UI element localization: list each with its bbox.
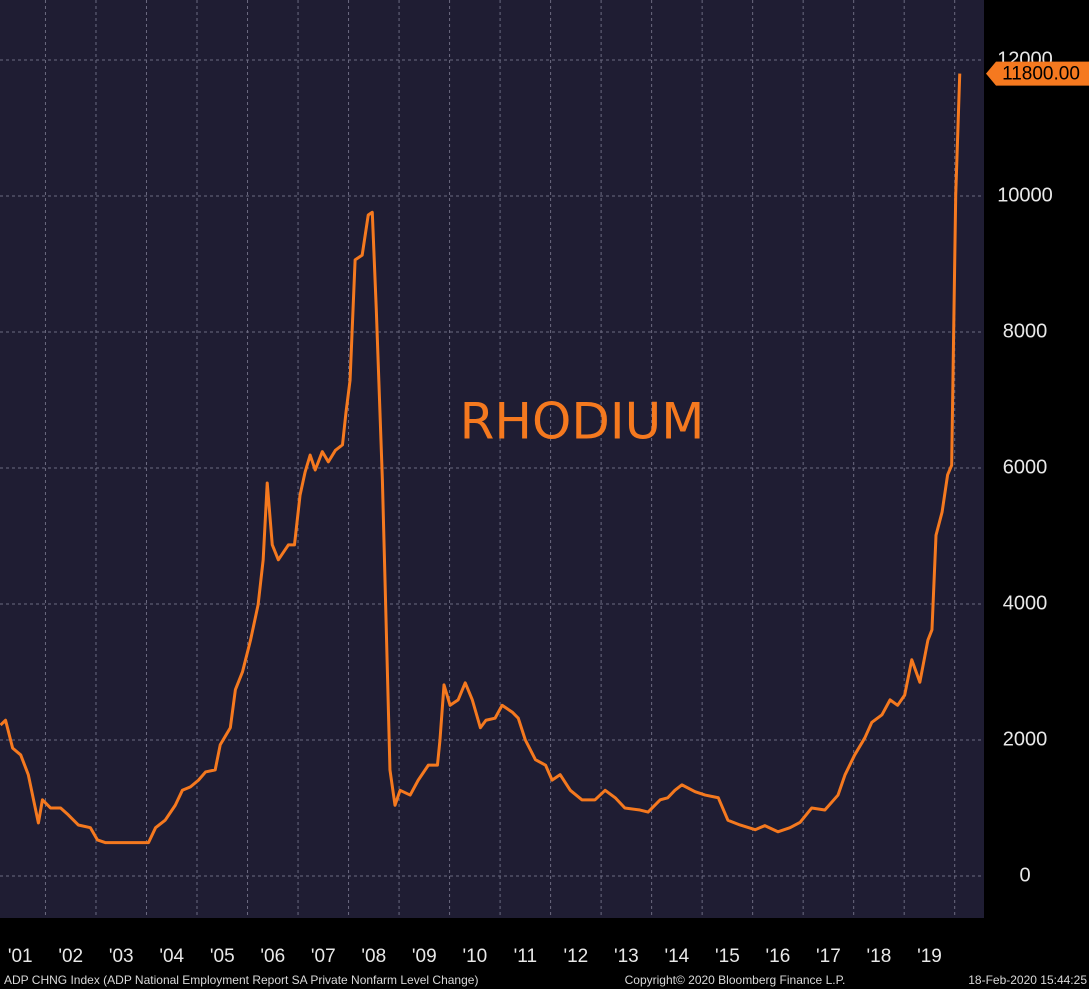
x-tick-label: '17 xyxy=(816,946,841,967)
x-tick-label: '18 xyxy=(867,946,892,967)
x-tick-label: '06 xyxy=(260,946,285,967)
plot-area xyxy=(0,0,984,918)
x-tick-label: '12 xyxy=(563,946,588,967)
x-tick-label: '08 xyxy=(361,946,386,967)
footer-center: Copyright© 2020 Bloomberg Finance L.P. xyxy=(625,973,846,987)
footer-right: 18-Feb-2020 15:44:25 xyxy=(968,973,1087,987)
x-tick-label: '16 xyxy=(766,946,791,967)
x-tick-label: '19 xyxy=(917,946,942,967)
x-tick-label: '03 xyxy=(109,946,134,967)
x-tick-label: '07 xyxy=(311,946,336,967)
x-tick-label: '04 xyxy=(159,946,184,967)
y-tick-label: 8000 xyxy=(1003,320,1048,342)
x-tick-label: '02 xyxy=(58,946,83,967)
y-tick-label: 0 xyxy=(1019,864,1030,886)
last-value-badge xyxy=(986,61,1089,86)
y-tick-label: 10000 xyxy=(997,184,1053,206)
x-tick-label: '10 xyxy=(462,946,487,967)
x-tick-label: '13 xyxy=(614,946,639,967)
x-tick-label: '01 xyxy=(8,946,33,967)
y-tick-label: 4000 xyxy=(1003,592,1048,614)
x-tick-label: '11 xyxy=(514,946,537,967)
annotation: RHODIUM xyxy=(460,393,705,451)
x-tick-label: '15 xyxy=(715,946,740,967)
last-value-label: 11800.00 xyxy=(1002,64,1080,85)
x-tick-label: '05 xyxy=(210,946,235,967)
x-tick-label: '14 xyxy=(664,946,689,967)
footer-left: ADP CHNG Index (ADP National Employment … xyxy=(4,973,478,987)
y-tick-label: 6000 xyxy=(1003,456,1048,478)
x-tick-label: '09 xyxy=(412,946,437,967)
line xyxy=(0,73,962,845)
y-tick-label: 2000 xyxy=(1003,728,1048,750)
